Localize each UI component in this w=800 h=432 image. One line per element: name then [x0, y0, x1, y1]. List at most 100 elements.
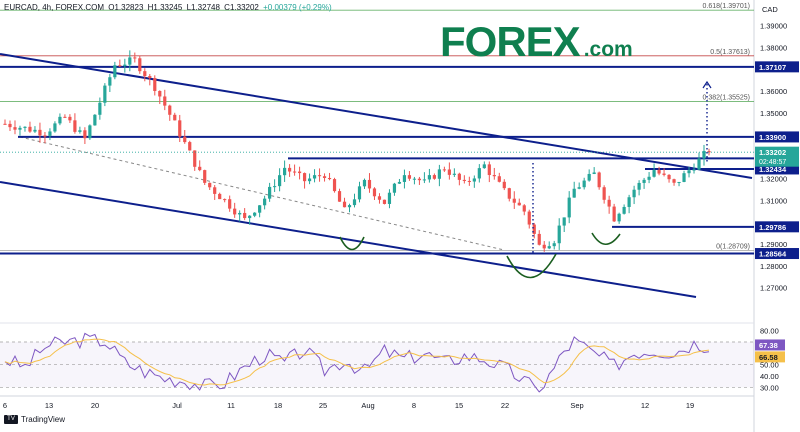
candle-body: [552, 243, 556, 247]
candle-body: [707, 151, 711, 153]
candle-body: [58, 116, 62, 124]
candle-body: [477, 168, 481, 179]
candle-body: [632, 189, 636, 198]
candle-body: [68, 116, 72, 121]
candle-body: [532, 224, 536, 234]
candle-body: [123, 64, 127, 67]
logo-suffix-text: .com: [583, 38, 633, 61]
time-tick-label: Aug: [361, 401, 374, 410]
rsi-tick-label: 40.00: [760, 372, 779, 381]
candle-body: [118, 65, 122, 67]
level-price-badge-label: 1.29786: [759, 223, 786, 232]
candle-body: [447, 169, 451, 175]
price-tick-label: 1.36000: [760, 87, 787, 96]
candle-body: [292, 171, 297, 173]
time-tick-label: 6: [3, 401, 7, 410]
candles-group: [3, 50, 711, 252]
forex-logo: FOREX .com: [440, 18, 633, 66]
candle-body: [562, 217, 566, 226]
price-tick-label: 1.29000: [760, 240, 787, 249]
candle-body: [502, 181, 506, 189]
candle-body: [287, 167, 292, 172]
time-tick-label: 11: [227, 401, 235, 410]
pattern-arc-left-shoulder: [339, 236, 365, 251]
candle-body: [332, 179, 337, 192]
low-value: L1.32748: [186, 3, 220, 12]
candle-body: [402, 175, 407, 182]
candle-body: [178, 120, 182, 137]
fib-level-label: 0(1.28709): [716, 243, 750, 250]
price-tick-label: 1.35000: [760, 109, 787, 118]
candle-body: [3, 123, 7, 125]
tradingview-branding[interactable]: TV TradingView: [4, 415, 65, 425]
level-price-badge-label: 1.33900: [759, 133, 786, 142]
candle-body: [522, 205, 526, 212]
currency-label: CAD: [762, 5, 778, 14]
candle-body: [238, 212, 242, 215]
candle-body: [13, 127, 17, 130]
candle-body: [512, 198, 516, 203]
logo-main-text: FOREX: [440, 18, 581, 65]
candle-body: [128, 57, 132, 65]
price-tick-label: 1.39000: [760, 21, 787, 30]
rsi-ma-badge: [755, 351, 785, 363]
fib-level-label: 0.382(1.35525): [703, 94, 750, 101]
candle-body: [198, 166, 202, 171]
candle-body: [687, 170, 691, 174]
candle-body: [163, 96, 167, 106]
level-price-badge: [755, 248, 799, 260]
candle-body: [487, 164, 491, 176]
candle-body: [677, 181, 681, 183]
candle-body: [93, 114, 97, 126]
candle-body: [108, 77, 112, 86]
price-tick-label: 1.32000: [760, 174, 787, 183]
candle-body: [692, 169, 696, 171]
pattern-arc-right-shoulder: [591, 232, 621, 246]
candle-body: [28, 126, 32, 132]
rsi-tick-label: 80.00: [760, 327, 779, 336]
candle-body: [148, 76, 152, 79]
fib-level-label: 0.618(1.39701): [703, 3, 750, 10]
candle-body: [547, 246, 551, 249]
rsi-ma-label: 66.58: [759, 353, 778, 362]
candle-body: [607, 199, 611, 207]
candle-body: [637, 182, 641, 190]
candle-body: [98, 102, 102, 115]
candle-body: [472, 178, 476, 182]
candle-body: [572, 188, 576, 198]
candle-body: [377, 196, 382, 200]
price-tick-label: 1.38000: [760, 43, 787, 52]
candle-body: [327, 177, 332, 180]
candle-body: [432, 175, 436, 179]
pattern-arc-head: [506, 253, 557, 279]
candle-body: [297, 171, 302, 174]
close-value: C1.33202: [224, 3, 259, 12]
candle-body: [158, 90, 162, 97]
candle-body: [228, 199, 232, 209]
candle-body: [667, 174, 671, 180]
candle-body: [612, 206, 616, 222]
dashed-support-line: [19, 136, 505, 251]
candle-body: [143, 71, 147, 77]
level-price-badge-label: 1.28564: [759, 250, 787, 259]
candle-body: [482, 164, 486, 169]
time-tick-label: 22: [501, 401, 509, 410]
change-value: +0.00379 (+0.29%): [263, 3, 332, 12]
candle-body: [507, 188, 511, 199]
time-tick-label: 19: [686, 401, 694, 410]
candle-body: [183, 136, 187, 143]
candle-body: [352, 199, 357, 206]
candle-body: [657, 170, 661, 174]
candle-body: [462, 179, 466, 181]
candle-body: [138, 58, 142, 72]
level-price-badge-label: 1.32434: [759, 165, 787, 174]
candle-body: [682, 173, 686, 182]
rsi-band: [0, 342, 754, 388]
candle-body: [557, 225, 561, 244]
candle-body: [263, 198, 267, 206]
countdown-label: 02:48:57: [759, 159, 786, 166]
candle-body: [233, 208, 237, 215]
rsi-tick-label: 30.00: [760, 383, 779, 392]
